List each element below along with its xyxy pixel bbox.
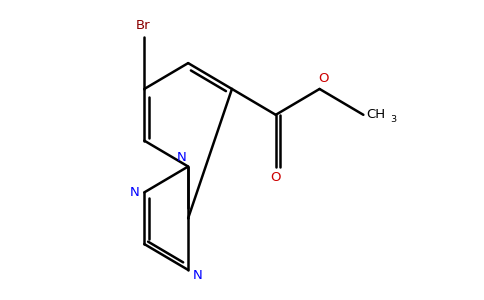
Text: O: O [318,72,329,86]
Text: CH: CH [366,108,385,121]
Text: N: N [177,152,186,164]
Text: N: N [130,186,140,199]
Text: 3: 3 [390,115,396,124]
Text: O: O [271,171,281,184]
Text: Br: Br [136,19,150,32]
Text: N: N [193,269,202,282]
